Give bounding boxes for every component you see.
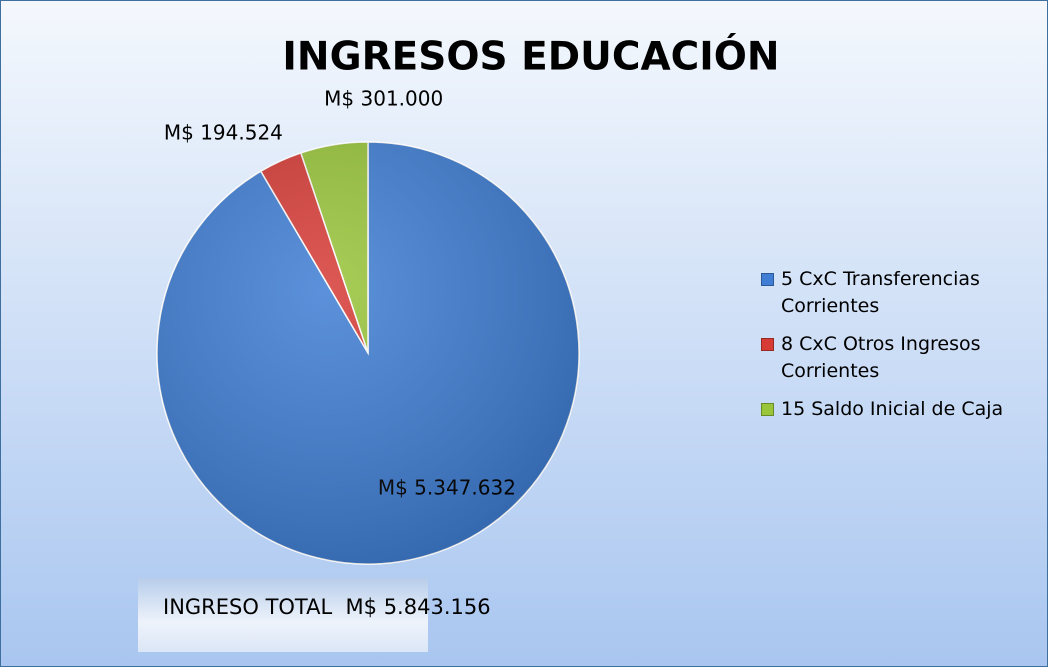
data-label: M$ 194.524 [164, 120, 283, 144]
data-label: M$ 301.000 [324, 87, 443, 111]
legend-label: 15 Saldo Inicial de Caja [781, 398, 1004, 420]
legend-label: 5 CxC Transferencias Corrientes [781, 268, 980, 317]
legend-swatch [761, 403, 774, 416]
annotation: INGRESO TOTAL M$ 5.843.156 [138, 578, 491, 652]
data-label: M$ 5.347.632 [378, 475, 516, 499]
legend-item: 5 CxC Transferencias Corrientes [761, 266, 1031, 320]
legend-item: 8 CxC Otros Ingresos Corrientes [761, 331, 1031, 385]
legend: 5 CxC Transferencias Corrientes 8 CxC Otr… [761, 266, 1031, 434]
legend-label: 8 CxC Otros Ingresos Corrientes [781, 333, 981, 382]
chart-title: INGRESOS EDUCACIÓN [282, 33, 779, 80]
legend-swatch [761, 273, 774, 286]
legend-item: 15 Saldo Inicial de Caja [761, 396, 1031, 423]
legend-swatch [761, 338, 774, 351]
